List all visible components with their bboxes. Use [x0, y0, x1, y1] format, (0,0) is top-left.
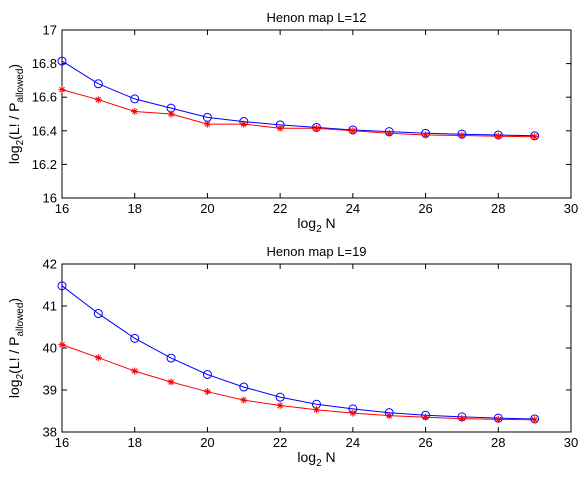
chart-title: Henon map L=19	[266, 244, 366, 259]
y-axis-label-sub2: allowed	[15, 69, 26, 103]
data-point-asterisk	[240, 120, 248, 128]
x-axis-label-sub: 2	[316, 458, 322, 469]
data-point-asterisk	[313, 124, 320, 132]
y-tick-label: 16.2	[32, 157, 57, 172]
data-point-asterisk	[458, 415, 466, 423]
x-tick-label: 22	[273, 435, 287, 450]
x-tick-label: 22	[273, 201, 287, 216]
y-tick-label: 16.6	[32, 90, 57, 105]
data-point-asterisk	[58, 86, 66, 94]
series-line-asterisk	[61, 89, 535, 138]
data-point-asterisk	[58, 341, 66, 349]
data-point-asterisk	[203, 120, 211, 128]
y-tick-label: 39	[43, 383, 57, 398]
data-point-asterisk	[458, 132, 466, 140]
x-tick-label: 30	[564, 435, 578, 450]
data-point-asterisk	[349, 127, 357, 135]
x-tick-label: 26	[418, 435, 432, 450]
chart-title: Henon map L=12	[266, 10, 366, 25]
y-axis-label: log2(L! / Pallowed)	[6, 298, 26, 398]
data-point-asterisk	[276, 124, 284, 132]
y-axis-label-base: log	[6, 145, 22, 164]
y-axis-label-sub2: allowed	[15, 303, 26, 337]
data-point-asterisk	[131, 367, 139, 375]
x-tick-label: 18	[127, 201, 141, 216]
y-axis-label-sub: 2	[15, 373, 26, 379]
y-axis-label-base: log	[6, 379, 22, 398]
data-point-asterisk	[167, 110, 175, 118]
data-point-asterisk	[494, 415, 502, 423]
y-tick-label: 38	[43, 425, 57, 440]
y-tick-label: 16.8	[32, 56, 57, 71]
x-tick-label: 16	[55, 201, 69, 216]
series-line-circle	[61, 60, 535, 137]
y-axis-label-mid: (L! / P	[6, 102, 22, 139]
data-point-circle	[57, 56, 67, 66]
data-point-asterisk	[385, 412, 393, 420]
y-axis-label-mid: (L! / P	[6, 336, 22, 373]
data-point-circle	[166, 353, 176, 363]
plot-frame	[61, 29, 572, 199]
data-point-circle	[130, 94, 140, 104]
series-line-circle	[61, 285, 535, 420]
data-point-circle	[93, 79, 103, 89]
chart-panel-1: 16 18 20 22 24 26 28 301616.216.416.616.817Heno…	[6, 10, 578, 235]
y-tick-label: 17	[43, 23, 57, 38]
x-axis-label-rest: N	[322, 215, 336, 231]
x-tick-label: 28	[491, 201, 505, 216]
data-point-circle	[202, 369, 212, 379]
data-point-circle	[275, 392, 285, 402]
x-axis-label-sub: 2	[316, 224, 322, 235]
data-point-asterisk	[531, 133, 539, 141]
y-tick-label: 42	[43, 257, 57, 272]
data-point-asterisk	[349, 409, 357, 417]
x-tick-label: 16	[55, 435, 69, 450]
x-tick-label: 20	[200, 201, 214, 216]
data-point-asterisk	[313, 406, 320, 414]
data-point-asterisk	[531, 416, 539, 424]
x-tick-label: 26	[418, 201, 432, 216]
x-axis-label-rest: N	[322, 449, 336, 465]
data-point-asterisk	[494, 132, 502, 140]
data-point-asterisk	[131, 107, 139, 115]
data-point-asterisk	[167, 378, 175, 386]
x-tick-label: 30	[564, 201, 578, 216]
data-point-asterisk	[422, 413, 430, 421]
y-axis-label: log2(L! / Pallowed)	[6, 64, 26, 164]
y-axis-label-end: )	[6, 64, 22, 69]
x-tick-label: 20	[200, 435, 214, 450]
data-point-circle	[57, 281, 67, 291]
x-tick-label: 18	[127, 435, 141, 450]
data-point-circle	[93, 309, 103, 319]
data-point-asterisk	[203, 388, 211, 396]
x-tick-label: 24	[346, 435, 360, 450]
y-tick-label: 41	[43, 299, 57, 314]
data-point-circle	[239, 382, 249, 392]
y-tick-label: 40	[43, 341, 57, 356]
series-line-asterisk	[61, 344, 535, 421]
y-axis-label-sub: 2	[15, 139, 26, 145]
data-point-asterisk	[422, 131, 430, 139]
y-tick-label: 16	[43, 191, 57, 206]
data-point-asterisk	[94, 96, 102, 104]
x-axis-label: log2 N	[297, 215, 335, 235]
data-point-asterisk	[240, 396, 248, 404]
x-axis-label: log2 N	[297, 449, 335, 469]
x-tick-label: 28	[491, 435, 505, 450]
data-point-circle	[130, 333, 140, 343]
data-point-asterisk	[94, 354, 102, 362]
x-axis-label-base: log	[297, 449, 316, 465]
x-tick-label: 24	[346, 201, 360, 216]
data-point-asterisk	[385, 129, 393, 137]
y-tick-label: 16.4	[32, 123, 57, 138]
y-axis-label-end: )	[6, 298, 22, 303]
data-point-asterisk	[276, 402, 284, 410]
x-axis-label-base: log	[297, 215, 316, 231]
